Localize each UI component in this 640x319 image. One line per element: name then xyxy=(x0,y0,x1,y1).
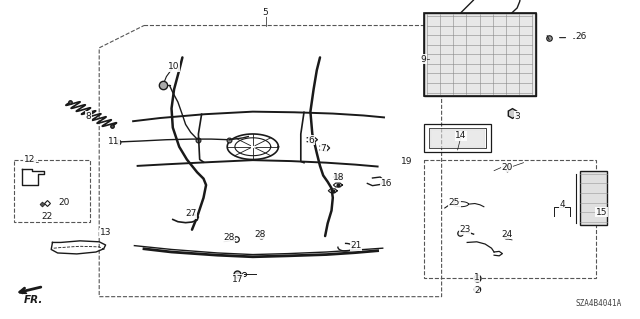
Text: FR.: FR. xyxy=(24,295,43,305)
Text: 23: 23 xyxy=(459,225,470,234)
Text: 16: 16 xyxy=(381,179,392,188)
Text: 3: 3 xyxy=(515,112,520,121)
Text: 5: 5 xyxy=(263,8,268,17)
Text: 11: 11 xyxy=(108,137,120,146)
Text: 7: 7 xyxy=(321,144,326,153)
Text: 25: 25 xyxy=(449,198,460,207)
Text: 24: 24 xyxy=(501,230,513,239)
Bar xyxy=(424,13,536,96)
Text: 19: 19 xyxy=(401,157,412,166)
Bar xyxy=(424,124,491,152)
Bar xyxy=(424,160,596,278)
Text: 12: 12 xyxy=(24,155,35,164)
Bar xyxy=(429,128,486,148)
Text: 17: 17 xyxy=(232,275,244,284)
Text: 6: 6 xyxy=(309,136,314,145)
Text: 1: 1 xyxy=(474,273,479,282)
Text: 8: 8 xyxy=(86,112,91,121)
Bar xyxy=(580,171,607,225)
Bar xyxy=(14,160,90,222)
Text: 27: 27 xyxy=(185,209,196,218)
Text: 20: 20 xyxy=(501,163,513,172)
Text: 26: 26 xyxy=(575,32,587,41)
Text: 14: 14 xyxy=(455,131,467,140)
Text: 28: 28 xyxy=(255,230,266,239)
Text: 10: 10 xyxy=(168,63,180,71)
Text: 20: 20 xyxy=(58,198,70,207)
Text: 15: 15 xyxy=(596,208,607,217)
Text: SZA4B4041A: SZA4B4041A xyxy=(576,299,622,308)
Text: 9: 9 xyxy=(421,55,426,63)
Text: 21: 21 xyxy=(350,241,362,250)
Text: 22: 22 xyxy=(41,212,52,221)
Text: 4: 4 xyxy=(559,200,564,209)
Text: 13: 13 xyxy=(100,228,111,237)
Text: 18: 18 xyxy=(333,173,345,182)
Text: 28: 28 xyxy=(223,233,235,242)
Bar xyxy=(424,13,536,96)
Text: 2: 2 xyxy=(474,286,479,295)
